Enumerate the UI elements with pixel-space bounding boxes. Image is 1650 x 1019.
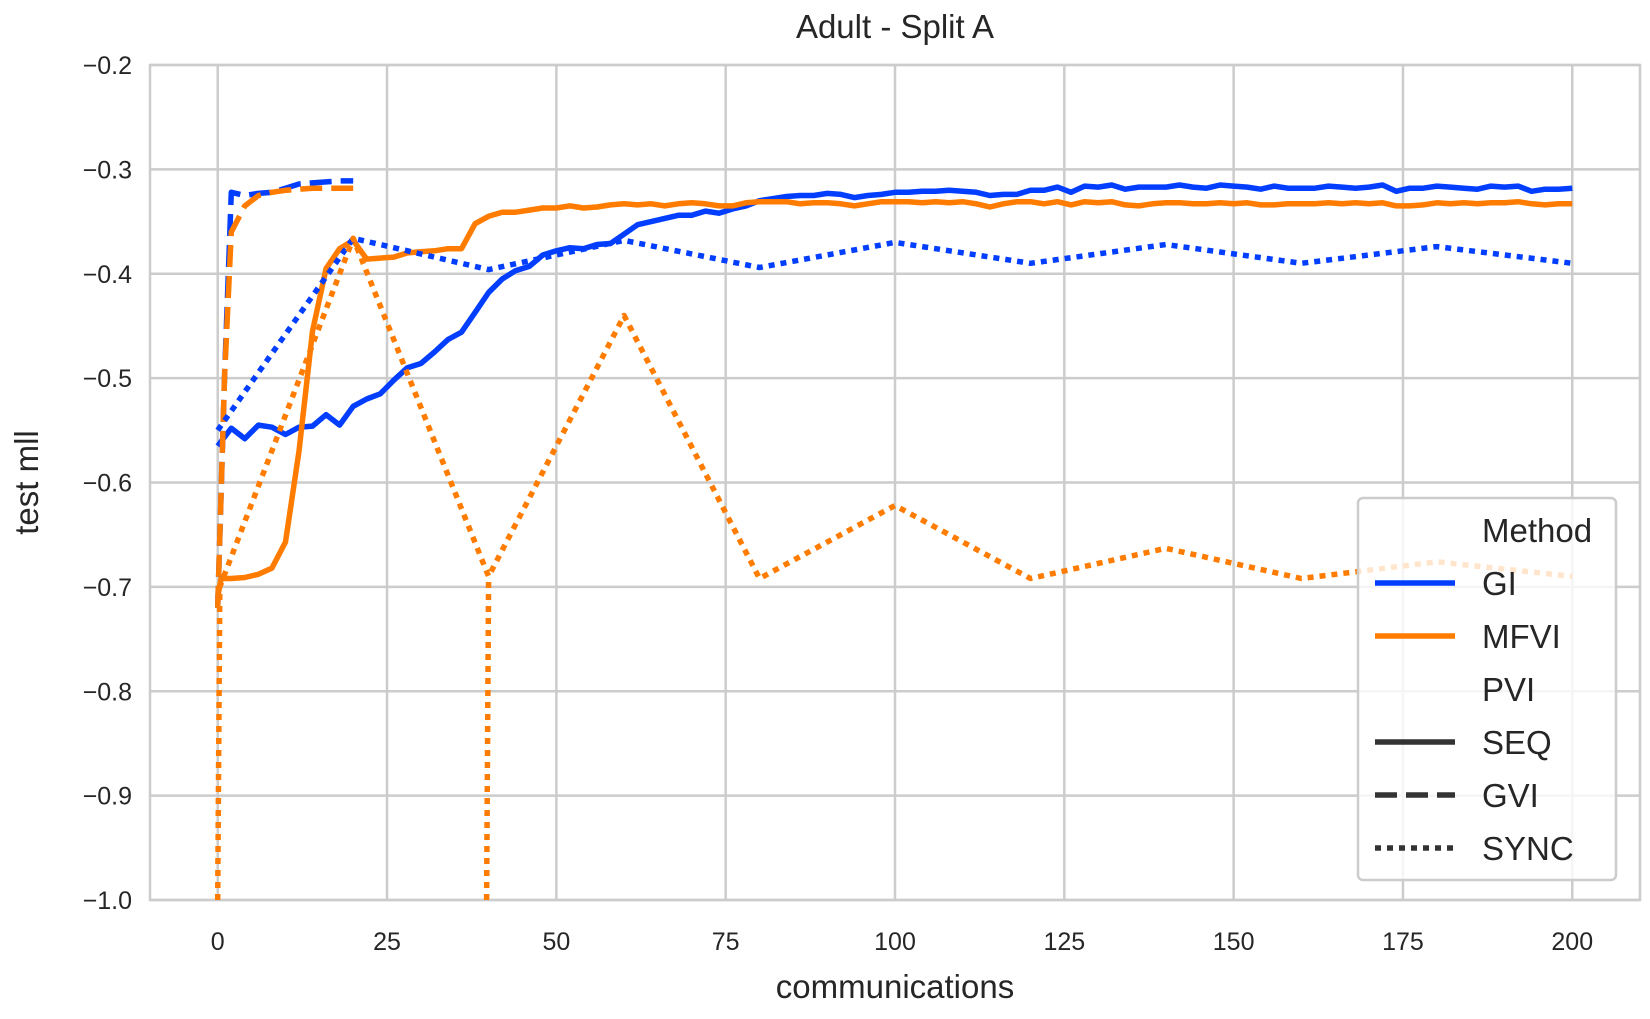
y-tick-label: −0.6 xyxy=(83,470,132,498)
chart-title: Adult - Split A xyxy=(796,8,994,45)
series-line-gi-sync xyxy=(215,235,1573,432)
series-line-mfvi-gvi xyxy=(214,185,354,608)
x-tick-label: 75 xyxy=(712,928,740,956)
x-tick-label: 125 xyxy=(1043,928,1085,956)
series-line-mfvi-seq xyxy=(214,198,1573,598)
y-tick-label: −0.4 xyxy=(83,261,132,289)
x-tick-label: 150 xyxy=(1213,928,1255,956)
x-tick-label: 200 xyxy=(1551,928,1593,956)
x-tick-label: 100 xyxy=(874,928,916,956)
y-tick-label: −0.5 xyxy=(83,365,132,393)
series-group xyxy=(214,178,1573,901)
legend-label-seq: SEQ xyxy=(1482,724,1552,761)
plot-frame xyxy=(148,63,1642,902)
legend-label-gvi: GVI xyxy=(1482,777,1539,814)
legend-title-method: Method xyxy=(1482,512,1592,549)
y-axis-label: test mll xyxy=(8,430,45,535)
y-tick-label: −1.0 xyxy=(83,887,132,915)
x-tick-label: 25 xyxy=(373,928,401,956)
legend-title-pvi: PVI xyxy=(1482,671,1535,708)
x-tick-label: 0 xyxy=(211,928,225,956)
y-tick-label: −0.2 xyxy=(83,52,132,80)
series-line-mfvi-sync xyxy=(483,576,492,901)
legend-box xyxy=(1356,496,1618,882)
y-tick-label: −0.9 xyxy=(83,783,132,811)
y-tick-label: −0.7 xyxy=(83,574,132,602)
series-line-gi-gvi xyxy=(214,178,354,608)
series-line-gi-seq xyxy=(215,182,1573,448)
x-tick-label: 175 xyxy=(1382,928,1424,956)
x-tick-label: 50 xyxy=(542,928,570,956)
tick-labels: 0 25 50 75 100 125 150 175 200 −1.0 −0.9 −0.8 −0.7 −0… xyxy=(83,52,1593,956)
legend: Method GI MFVI PVI SEQ GVI SYNC xyxy=(1356,496,1618,882)
legend-label-mfvi: MFVI xyxy=(1482,618,1561,655)
y-tick-label: −0.8 xyxy=(83,678,132,706)
y-tick-label: −0.3 xyxy=(83,156,132,184)
series-line-mfvi-sync xyxy=(214,235,1573,901)
legend-label-sync: SYNC xyxy=(1482,830,1574,867)
x-axis-label: communications xyxy=(776,968,1014,1005)
legend-label-gi: GI xyxy=(1482,565,1517,602)
